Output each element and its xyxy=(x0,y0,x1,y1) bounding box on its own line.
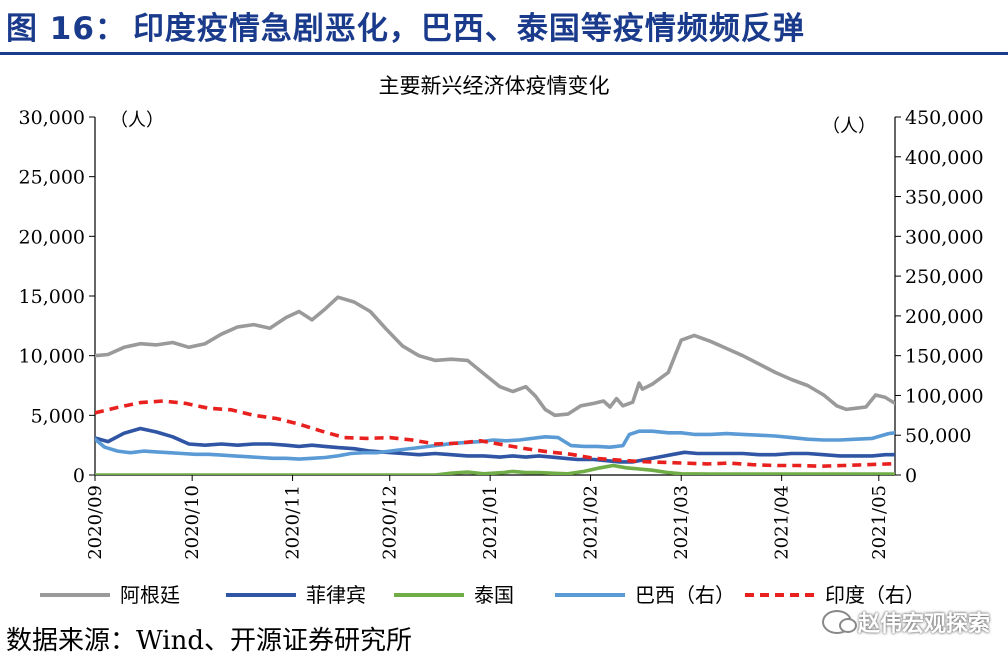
legend-label: 阿根廷 xyxy=(120,583,180,607)
x-tick-label: 2021/01 xyxy=(480,485,501,560)
x-tick-label: 2021/04 xyxy=(772,485,793,560)
chart: 主要新兴经济体疫情变化 （人） （人） 0 5,000 10,000 15,000 20… xyxy=(19,74,984,607)
watermark-text: 赵伟宏观探索 xyxy=(857,612,990,637)
header-rule xyxy=(0,52,1008,55)
series-layer xyxy=(95,295,895,475)
wechat-icon xyxy=(821,610,857,634)
legend-label: 印度（右） xyxy=(825,583,925,607)
axes: 0 5,000 10,000 15,000 20,000 25,000 30,000 0 50,… xyxy=(19,107,984,560)
x-tick-label: 2020/11 xyxy=(283,485,304,560)
right-tick-label: 0 xyxy=(905,465,917,487)
source-note: 数据来源：Wind、开源证券研究所 xyxy=(6,626,412,656)
right-tick-label: 400,000 xyxy=(905,147,984,169)
figure-title: 图 16： 印度疫情急剧恶化，巴西、泰国等疫情频频反弹 xyxy=(0,0,1008,50)
x-tick-label: 2020/09 xyxy=(85,485,106,560)
right-tick-label: 200,000 xyxy=(905,306,984,328)
right-tick-label: 350,000 xyxy=(905,187,984,209)
right-tick-label: 250,000 xyxy=(905,266,984,288)
left-tick-label: 5,000 xyxy=(31,405,85,427)
legend-label: 巴西（右） xyxy=(635,583,735,607)
legend-item-4: 印度（右） xyxy=(745,583,925,607)
left-tick-label: 25,000 xyxy=(19,167,85,189)
series-line-1 xyxy=(95,426,895,464)
left-tick-label: 15,000 xyxy=(19,286,85,308)
right-tick-label: 450,000 xyxy=(905,107,984,129)
x-tick-label: 2020/10 xyxy=(182,485,203,560)
right-tick-label: 150,000 xyxy=(905,346,984,368)
x-tick-label: 2021/02 xyxy=(581,485,602,560)
watermark: 赵伟宏观探索 xyxy=(821,606,990,638)
left-tick-label: 20,000 xyxy=(19,226,85,248)
series-line-3 xyxy=(95,429,895,461)
legend-item-2: 泰国 xyxy=(394,583,514,607)
chart-title: 主要新兴经济体疫情变化 xyxy=(379,74,610,98)
left-tick-label: 0 xyxy=(73,465,85,487)
x-tick-label: 2021/05 xyxy=(869,485,890,560)
legend: 阿根廷 菲律宾 泰国 巴西（右） 印度（右） xyxy=(40,583,925,607)
right-tick-label: 50,000 xyxy=(905,425,971,447)
legend-item-3: 巴西（右） xyxy=(555,583,735,607)
figure-title-text: 印度疫情急剧恶化，巴西、泰国等疫情频频反弹 xyxy=(132,10,805,47)
series-line-2 xyxy=(95,463,895,475)
legend-label: 泰国 xyxy=(474,583,514,607)
right-axis-unit: （人） xyxy=(822,116,876,137)
legend-label: 菲律宾 xyxy=(306,583,366,607)
left-tick-label: 30,000 xyxy=(19,107,85,129)
figure-number: 图 16： xyxy=(6,10,127,47)
x-tick-label: 2020/12 xyxy=(380,485,401,560)
right-tick-label: 300,000 xyxy=(905,226,984,248)
series-line-4 xyxy=(95,399,895,468)
left-tick-label: 10,000 xyxy=(19,346,85,368)
x-tick-label: 2021/03 xyxy=(671,485,692,560)
right-tick-label: 100,000 xyxy=(905,385,984,407)
legend-item-1: 菲律宾 xyxy=(226,583,366,607)
legend-item-0: 阿根廷 xyxy=(40,583,180,607)
left-axis-unit: （人） xyxy=(110,110,164,131)
series-line-0 xyxy=(95,295,895,418)
